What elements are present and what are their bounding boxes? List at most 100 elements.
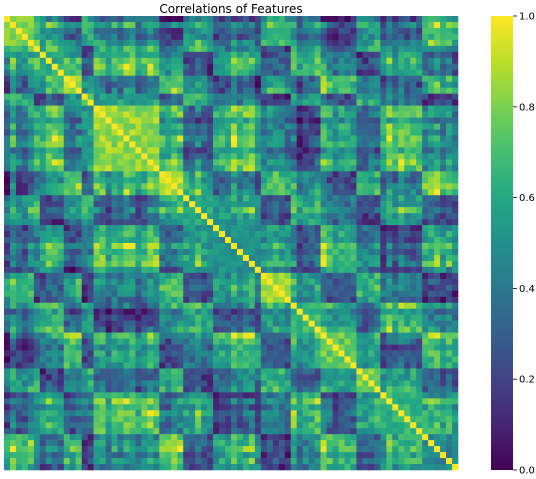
heatmap-cell xyxy=(284,237,292,244)
heatmap-cell xyxy=(201,284,208,292)
heatmap-cell xyxy=(254,111,262,118)
heatmap-cell xyxy=(278,63,286,71)
heatmap-cell xyxy=(380,105,387,112)
heatmap-cell xyxy=(171,117,178,124)
heatmap-cell xyxy=(111,278,118,286)
heatmap-cell xyxy=(159,308,166,315)
heatmap-cell xyxy=(153,350,160,357)
heatmap-cell xyxy=(75,314,82,321)
heatmap-cell xyxy=(296,177,303,184)
heatmap-cell xyxy=(386,165,393,172)
heatmap-cell xyxy=(153,225,160,232)
heatmap-cell xyxy=(4,219,11,226)
heatmap-cell xyxy=(410,290,417,298)
heatmap-cell xyxy=(165,213,172,220)
heatmap-cell xyxy=(350,278,357,286)
heatmap-cell xyxy=(386,290,393,298)
heatmap-cell xyxy=(105,111,112,118)
heatmap-cell xyxy=(416,165,423,172)
heatmap-cell xyxy=(296,219,303,226)
heatmap-cell xyxy=(153,231,160,238)
heatmap-cell xyxy=(225,404,232,411)
heatmap-cell xyxy=(290,332,298,339)
heatmap-cell xyxy=(153,117,160,124)
heatmap-cell xyxy=(380,189,387,196)
heatmap-cell xyxy=(374,213,381,220)
heatmap-cell xyxy=(219,75,226,83)
heatmap-cell xyxy=(51,165,59,172)
heatmap-cell xyxy=(326,135,333,142)
heatmap-cell xyxy=(344,272,351,280)
heatmap-cell xyxy=(356,392,363,399)
heatmap-cell xyxy=(123,260,130,268)
heatmap-cell xyxy=(446,392,453,399)
heatmap-cell xyxy=(416,231,423,238)
heatmap-cell xyxy=(350,189,357,196)
heatmap-cell xyxy=(452,243,459,250)
heatmap-cell xyxy=(117,207,124,214)
heatmap-cell xyxy=(332,39,339,47)
heatmap-cell xyxy=(320,99,327,106)
heatmap-cell xyxy=(207,308,214,315)
heatmap-cell xyxy=(225,380,232,387)
heatmap-cell xyxy=(254,21,262,29)
heatmap-cell xyxy=(225,189,232,196)
heatmap-cell xyxy=(374,165,381,172)
heatmap-cell xyxy=(9,380,17,387)
heatmap-cell xyxy=(410,272,417,280)
heatmap-cell xyxy=(69,111,76,118)
heatmap-cell xyxy=(350,260,357,268)
heatmap-cell xyxy=(165,123,172,130)
heatmap-cell xyxy=(332,177,339,184)
heatmap-cell xyxy=(165,272,172,280)
heatmap-cell xyxy=(93,57,100,65)
heatmap-cell xyxy=(135,63,142,71)
heatmap-cell xyxy=(362,81,369,88)
heatmap-cell xyxy=(236,141,244,148)
heatmap-cell xyxy=(344,219,351,226)
heatmap-cell xyxy=(356,105,363,112)
heatmap-cell xyxy=(225,195,232,202)
heatmap-cell xyxy=(93,183,100,190)
heatmap-cell xyxy=(320,147,327,154)
heatmap-cell xyxy=(51,386,59,393)
heatmap-cell xyxy=(434,117,441,124)
heatmap-cell xyxy=(326,272,333,280)
heatmap-cell xyxy=(308,201,315,208)
heatmap-cell xyxy=(386,225,393,232)
heatmap-cell xyxy=(314,16,321,23)
heatmap-cell xyxy=(260,117,268,124)
heatmap-cell xyxy=(9,105,17,112)
heatmap-cell xyxy=(33,374,41,381)
heatmap-cell xyxy=(242,362,250,369)
heatmap-cell xyxy=(452,284,459,292)
heatmap-cell xyxy=(87,320,94,327)
heatmap-cell xyxy=(422,141,429,148)
heatmap-cell xyxy=(434,135,441,142)
heatmap-cell xyxy=(39,177,47,184)
heatmap-cell xyxy=(51,404,59,411)
heatmap-cell xyxy=(356,135,363,142)
heatmap-cell xyxy=(260,374,268,381)
heatmap-cell xyxy=(356,147,363,154)
heatmap-cell xyxy=(314,21,321,29)
heatmap-cell xyxy=(207,45,214,53)
heatmap-cell xyxy=(392,207,399,214)
heatmap-cell xyxy=(219,63,226,71)
heatmap-cell xyxy=(27,39,35,47)
heatmap-cell xyxy=(326,254,333,262)
heatmap-cell xyxy=(105,380,112,387)
heatmap-cell xyxy=(171,141,178,148)
heatmap-cell xyxy=(446,99,453,106)
heatmap-cell xyxy=(374,302,381,310)
heatmap-cell xyxy=(350,135,357,142)
heatmap-cell xyxy=(21,302,29,310)
heatmap-cell xyxy=(248,81,256,88)
heatmap-cell xyxy=(123,93,130,100)
heatmap-cell xyxy=(248,135,256,142)
heatmap-cell xyxy=(284,195,292,202)
heatmap-cell xyxy=(75,392,82,399)
heatmap-cell xyxy=(141,207,148,214)
heatmap-cell xyxy=(344,362,351,369)
heatmap-cell xyxy=(302,75,309,83)
